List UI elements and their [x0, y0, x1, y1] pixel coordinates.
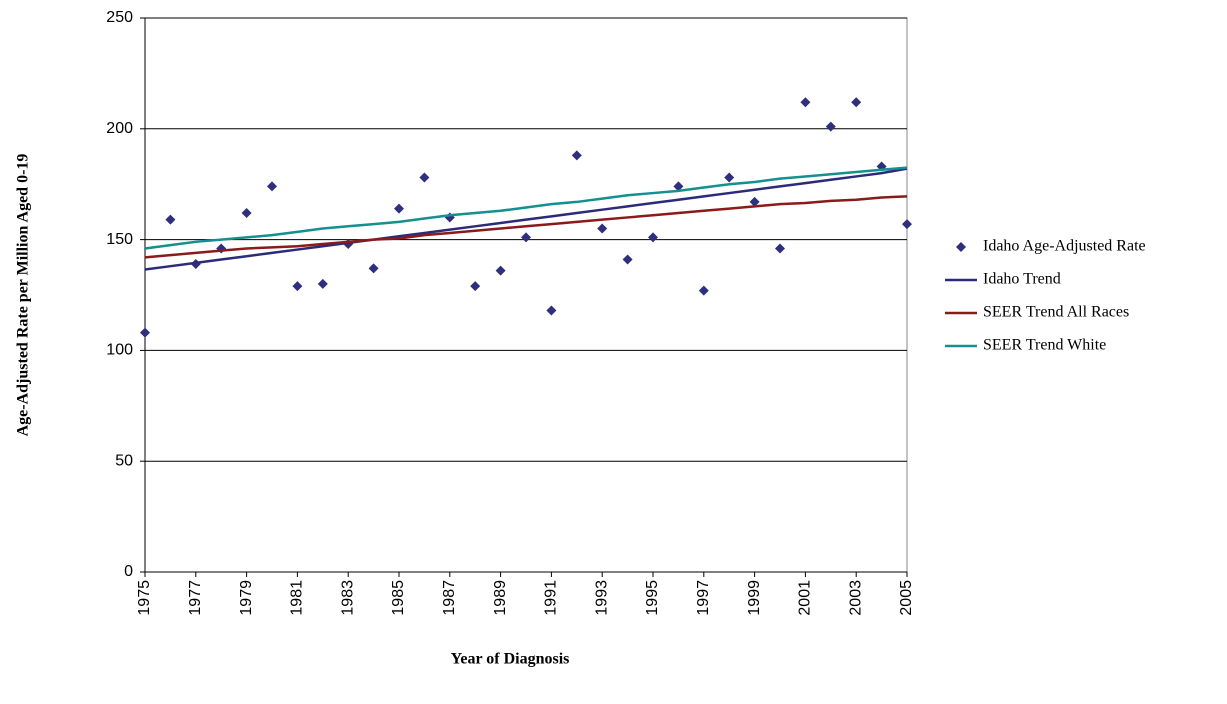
y-tick-label: 200: [106, 120, 133, 137]
x-tick-label: 1999: [746, 580, 763, 616]
data-point: [775, 243, 785, 254]
data-point: [241, 208, 252, 219]
legend-label: Idaho Trend: [983, 271, 1061, 288]
x-tick-label: 1987: [441, 580, 458, 616]
x-tick-label: 1981: [289, 580, 306, 616]
data-point: [470, 281, 481, 292]
data-point: [165, 214, 176, 225]
legend-marker: [956, 242, 966, 252]
data-point: [571, 150, 582, 161]
data-point: [394, 203, 404, 214]
x-tick-label: 1983: [339, 580, 356, 616]
y-tick-label: 0: [124, 563, 133, 580]
x-tick-label: 1979: [238, 580, 255, 616]
data-point: [317, 278, 328, 289]
data-point: [673, 181, 684, 192]
legend-label: Idaho Age-Adjusted Rate: [983, 238, 1146, 255]
x-tick-label: 1977: [187, 580, 204, 616]
data-point: [419, 172, 430, 183]
data-point: [368, 263, 379, 274]
x-tick-label: 1989: [492, 580, 509, 616]
data-point: [825, 121, 836, 132]
data-point: [140, 327, 150, 338]
trend-line: [144, 166, 908, 250]
data-point: [851, 97, 862, 108]
x-tick-label: 2003: [847, 580, 864, 616]
x-tick-label: 1993: [593, 580, 610, 616]
y-axis-title: Age-Adjusted Rate per Million Aged 0-19: [15, 154, 32, 437]
data-point: [292, 281, 303, 292]
x-tick-label: 1997: [695, 580, 712, 616]
data-point: [648, 232, 658, 243]
y-tick-label: 100: [106, 342, 133, 359]
data-point: [267, 181, 277, 192]
data-point: [749, 196, 760, 207]
data-point: [698, 285, 709, 296]
legend-label: SEER Trend White: [983, 337, 1106, 354]
y-tick-label: 50: [115, 452, 133, 469]
data-point: [800, 97, 811, 108]
x-tick-label: 1985: [390, 580, 407, 616]
trend-line: [144, 195, 908, 259]
data-point: [597, 223, 608, 234]
y-tick-label: 250: [106, 9, 133, 26]
x-tick-label: 1995: [644, 580, 661, 616]
data-point: [521, 232, 531, 243]
x-axis-title: Year of Diagnosis: [451, 651, 570, 668]
data-point: [622, 254, 633, 265]
x-tick-label: 1975: [136, 580, 153, 616]
data-point: [902, 219, 912, 230]
data-point: [546, 305, 557, 316]
x-tick-label: 2001: [797, 580, 814, 616]
y-tick-label: 150: [106, 231, 133, 248]
data-point: [495, 265, 506, 276]
trend-line: [144, 167, 908, 271]
x-tick-label: 2005: [898, 580, 915, 616]
data-point: [724, 172, 735, 183]
x-tick-label: 1991: [543, 580, 560, 616]
plot-area: [144, 17, 908, 573]
legend-label: SEER Trend All Races: [983, 304, 1129, 321]
